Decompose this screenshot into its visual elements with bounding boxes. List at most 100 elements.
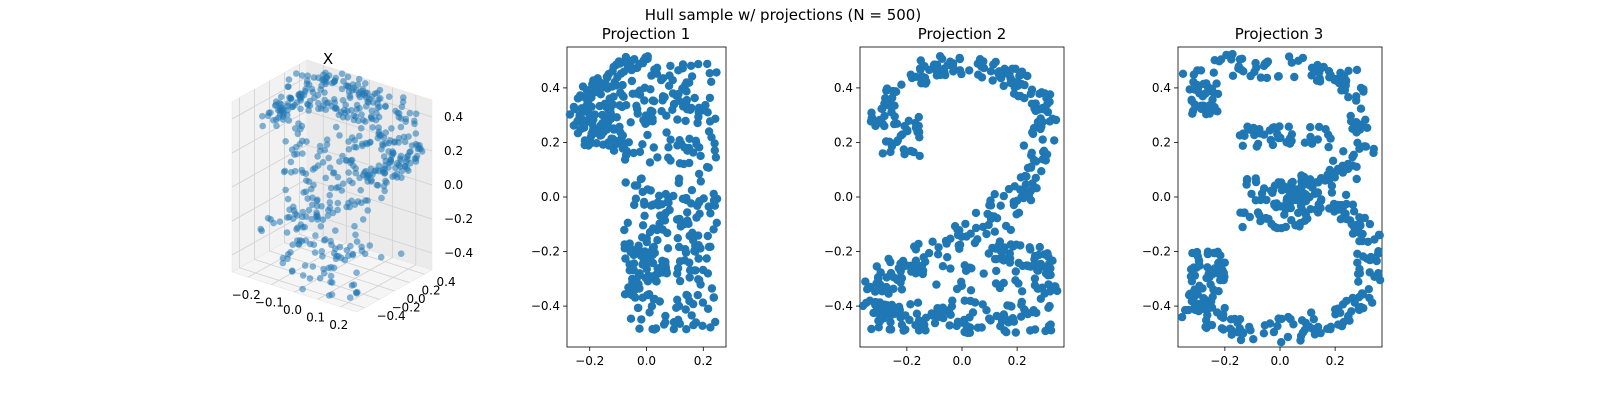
scatter3d-point: [284, 255, 291, 263]
scatter-point: [867, 108, 876, 117]
x-tick-label: 0.0: [1270, 354, 1289, 368]
scatter3d-point: [304, 72, 312, 79]
scatter3d-point: [350, 281, 358, 289]
scatter-point: [631, 194, 641, 203]
scatter-point: [643, 130, 652, 140]
scatter3d-point: [302, 188, 310, 195]
scatter-point: [1274, 178, 1283, 187]
scatter-point: [895, 305, 904, 315]
scatter3d-point: [322, 236, 329, 243]
scatter-point: [1349, 150, 1359, 159]
scatter-point: [906, 70, 915, 79]
scatter-point: [970, 238, 980, 248]
scatter3d-point: [377, 95, 384, 102]
scatter3d-point: [378, 194, 385, 202]
scatter-point: [1201, 322, 1210, 332]
scatter3d-point: [328, 79, 336, 87]
scatter-point: [576, 124, 585, 134]
scatter-point: [1017, 287, 1027, 296]
scatter3d-point: [299, 285, 306, 293]
scatter-point: [609, 146, 619, 155]
scatter-point: [1327, 188, 1337, 197]
scatter-point: [1235, 131, 1245, 140]
scatter-point: [1301, 196, 1311, 206]
scatter-point: [1352, 162, 1361, 171]
scatter3d-point: [364, 178, 372, 185]
scatter3d-point: [299, 208, 307, 216]
scatter3d-point: [345, 88, 353, 95]
scatter3d-point: [339, 97, 347, 104]
projection-1-ticks: −0.2 0.0 0.2 −0.4 −0.2 0.0 0.2 0.4: [531, 81, 713, 368]
scatter-point: [891, 87, 900, 96]
scatter-point: [1026, 262, 1035, 271]
scatter-point: [703, 59, 712, 69]
scatter-point: [976, 56, 986, 66]
scatter-point: [900, 150, 909, 159]
scatter-point: [624, 138, 633, 147]
scatter-point: [1050, 282, 1059, 291]
scatter-point: [1236, 208, 1245, 217]
scatter-point: [1192, 247, 1202, 257]
scatter3d-point: [323, 141, 331, 148]
scatter-point: [1245, 322, 1254, 332]
scatter-point: [927, 309, 936, 318]
scatter-point: [698, 298, 708, 307]
scatter3d-point: [372, 167, 380, 174]
scatter-point: [1352, 92, 1361, 101]
scatter-point: [654, 191, 664, 200]
scatter3d-point: [367, 165, 375, 173]
scatter-point: [897, 285, 907, 294]
scatter-point: [646, 186, 655, 195]
scatter3d-point: [284, 83, 292, 90]
scatter-point: [1220, 303, 1229, 313]
scatter-point: [1017, 300, 1026, 310]
scatter-point: [1044, 303, 1053, 312]
scatter-point: [1008, 242, 1018, 251]
scatter3d-point: [395, 161, 403, 169]
scatter-point: [664, 143, 673, 152]
scatter3d-point: [390, 149, 397, 157]
scatter-point: [1361, 115, 1370, 125]
scatter-point: [1185, 289, 1195, 298]
scatter-point: [588, 80, 597, 89]
scatter-point: [961, 219, 970, 229]
y-tick-label: −0.4: [531, 299, 560, 313]
scatter3d-point: [326, 164, 334, 171]
scatter-point: [869, 308, 878, 318]
scatter-point: [1358, 229, 1367, 239]
scatter-point: [569, 102, 579, 112]
scatter-point: [867, 324, 876, 334]
scatter-point: [653, 153, 662, 162]
scatter3d-point: [382, 177, 389, 185]
scatter-point: [1227, 330, 1236, 339]
scatter-point: [977, 73, 987, 82]
scatter-point: [1306, 132, 1315, 142]
scatter-point: [917, 261, 927, 271]
scatter-point: [1358, 290, 1368, 299]
scatter3d-point: [326, 204, 334, 212]
grid-line: [306, 212, 433, 254]
scatter3d-point: [287, 169, 295, 176]
scatter-point: [1353, 138, 1362, 147]
scatter-point: [1251, 58, 1260, 68]
scatter-point: [957, 69, 966, 79]
scatter-point: [1352, 122, 1362, 131]
scatter-point: [685, 231, 694, 241]
scatter-point: [1031, 173, 1041, 183]
scatter-point: [1326, 134, 1335, 143]
scatter-point: [935, 52, 945, 61]
scatter-point: [1312, 188, 1321, 198]
panel-projection-3: Projection 3 −0.2 0.0 0.2 −0.4 −0.2 0.0 0.2 0.4: [1142, 25, 1385, 368]
scatter3d-point: [315, 100, 322, 107]
scatter3d-point: [382, 103, 389, 110]
scatter-point: [687, 311, 696, 320]
scatter-point: [643, 52, 652, 61]
scatter-point: [626, 244, 635, 254]
scatter-point: [986, 67, 996, 76]
panel-3d-title: X: [323, 50, 333, 68]
scatter-point: [992, 266, 1001, 276]
scatter-point: [963, 328, 972, 338]
scatter-point: [1236, 335, 1246, 345]
scatter-point: [1217, 324, 1227, 333]
scatter-point: [1309, 315, 1319, 324]
